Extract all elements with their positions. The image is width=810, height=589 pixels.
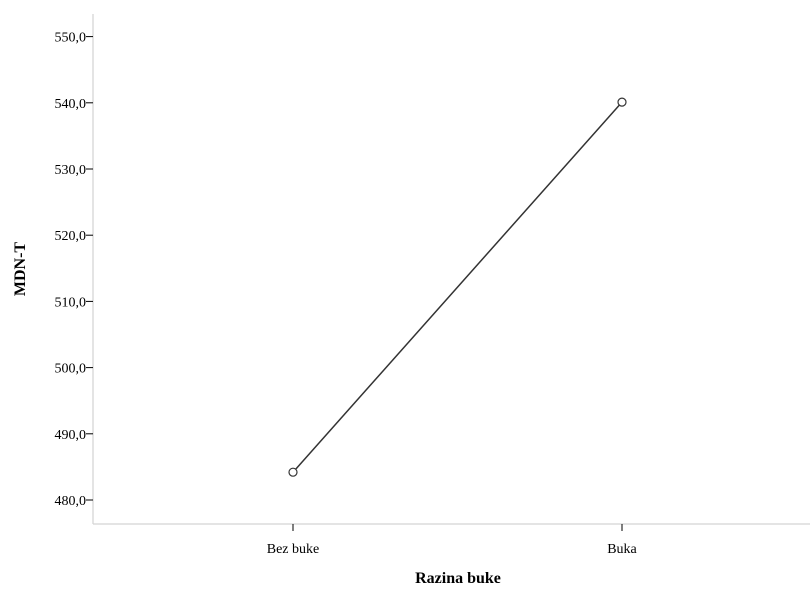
x-tick-label: Bez buke: [267, 542, 319, 557]
x-tick-label: Buka: [607, 542, 637, 557]
series-line: [292, 101, 623, 473]
data-point: [288, 467, 298, 477]
data-point: [617, 97, 627, 107]
y-tick-label: 530,0: [55, 163, 87, 178]
y-tick-label: 550,0: [55, 31, 87, 46]
y-tick-label: 480,0: [55, 494, 87, 509]
x-axis-ticks: Bez buke Buka: [267, 524, 638, 557]
y-tick-label: 510,0: [55, 295, 87, 310]
y-tick-label: 540,0: [55, 97, 87, 112]
y-tick-label: 520,0: [55, 229, 87, 244]
y-tick-label: 490,0: [55, 428, 87, 443]
y-axis-ticks: 480,0 490,0 500,0 510,0 520,0 530,0 540,0 550,0: [55, 31, 93, 509]
plot-area: 480,0 490,0 500,0 510,0 520,0 530,0 540,0 550,0…: [55, 14, 810, 557]
series-group: [288, 97, 627, 477]
y-tick-label: 500,0: [55, 362, 87, 377]
y-axis-title: MDN-T: [12, 242, 29, 297]
x-axis-title: Razina buke: [415, 570, 501, 587]
